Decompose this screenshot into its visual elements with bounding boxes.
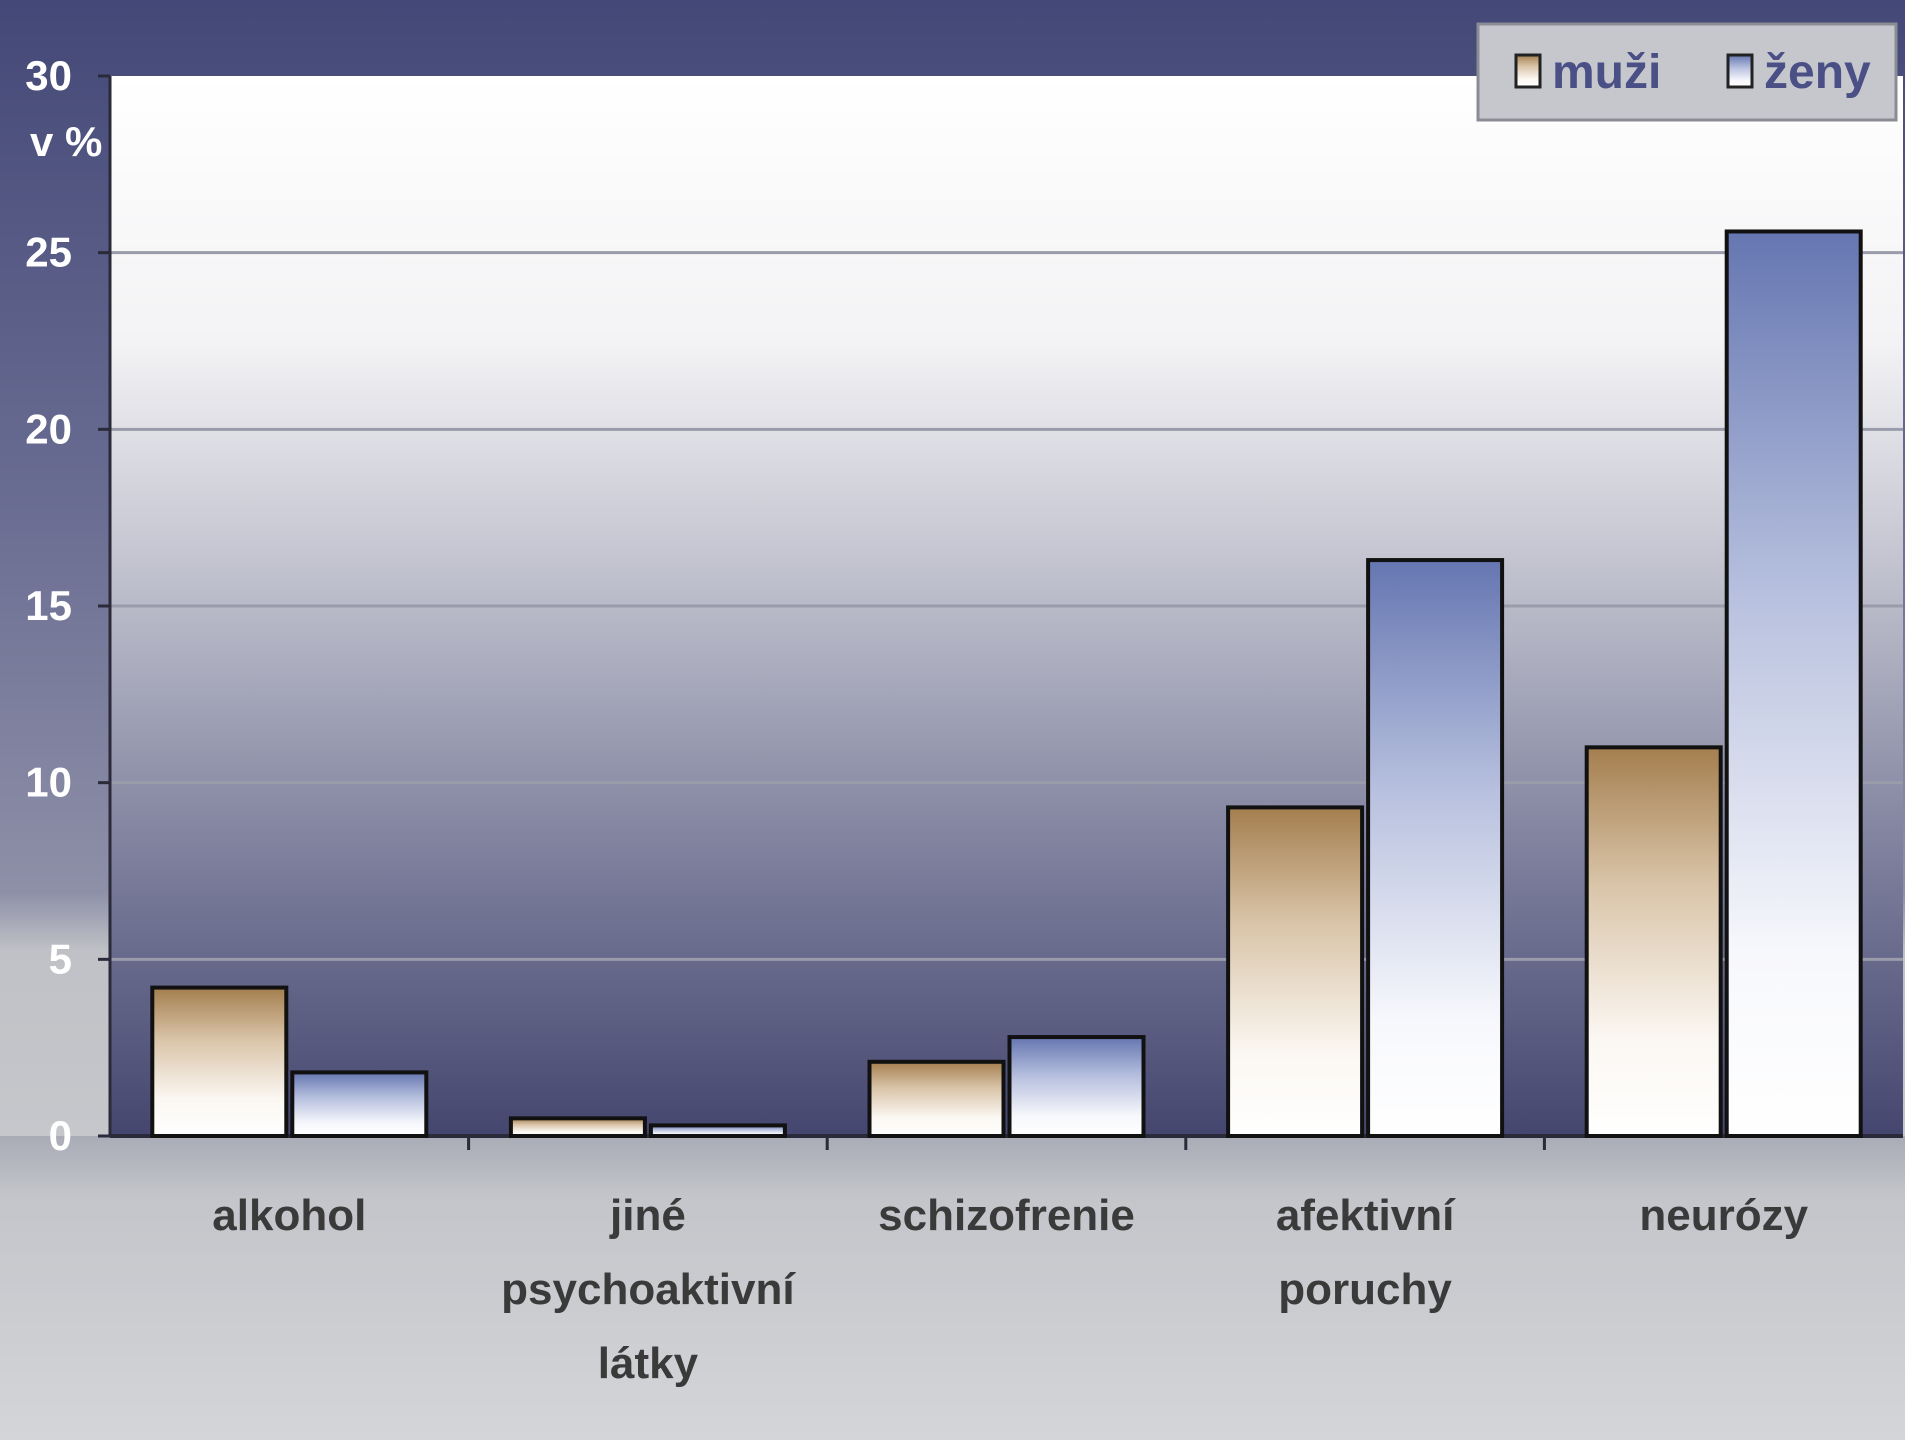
legend-label-muzi: muži <box>1552 46 1661 99</box>
y-tick-label: 20 <box>25 405 72 452</box>
bar-zeny <box>1007 1035 1146 1138</box>
bar-muzi <box>867 1059 1006 1139</box>
y-tick-label: 0 <box>49 1112 72 1159</box>
bar-muzi <box>1226 805 1365 1139</box>
bars <box>150 229 1863 1139</box>
y-tick-label: 5 <box>49 935 72 982</box>
legend-box <box>1476 22 1898 122</box>
category-label: jiné <box>609 1191 686 1240</box>
category-labels: alkohol jiné psychoaktivní látky schizofreni… <box>212 1191 1808 1388</box>
bar-muzi <box>1584 745 1723 1138</box>
category-label: poruchy <box>1278 1265 1452 1314</box>
category-label: neurózy <box>1639 1191 1808 1240</box>
category-label: schizofrenie <box>878 1191 1135 1240</box>
bar-muzi <box>508 1116 647 1139</box>
bar-zeny <box>290 1070 429 1139</box>
legend: muži ženy <box>1476 22 1898 122</box>
legend-label-zeny: ženy <box>1764 46 1871 99</box>
y-tick-label: 25 <box>25 229 72 276</box>
y-tick-label: 30 <box>25 52 72 99</box>
bar-zeny <box>648 1123 787 1139</box>
legend-swatch-muzi <box>1514 53 1542 89</box>
category-label: psychoaktivní <box>501 1265 796 1314</box>
y-tick-label: 15 <box>25 582 72 629</box>
y-tick-label: 10 <box>25 759 72 806</box>
y-axis-label: v % <box>30 118 102 165</box>
legend-swatch-zeny <box>1726 53 1754 89</box>
category-label: alkohol <box>212 1191 366 1240</box>
category-label: látky <box>598 1339 699 1388</box>
y-tick-labels: 0 5 10 15 20 25 30 <box>25 52 72 1159</box>
category-axis-area <box>0 1136 1905 1440</box>
category-label: afektivní <box>1276 1191 1456 1240</box>
bar-zeny <box>1724 229 1863 1138</box>
bar-zeny <box>1366 558 1505 1138</box>
bar-muzi <box>150 985 289 1138</box>
